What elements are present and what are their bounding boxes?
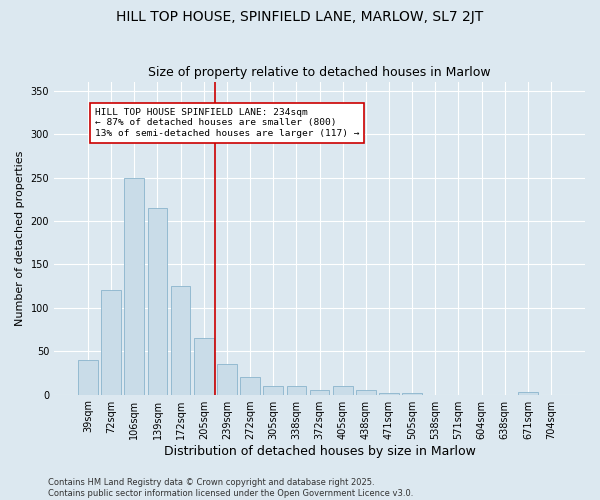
Bar [333, 386, 353, 394]
Bar [240, 377, 260, 394]
Bar [148, 208, 167, 394]
Text: Contains HM Land Registry data © Crown copyright and database right 2025.
Contai: Contains HM Land Registry data © Crown c… [48, 478, 413, 498]
Bar [263, 386, 283, 394]
Bar [310, 390, 329, 394]
Title: Size of property relative to detached houses in Marlow: Size of property relative to detached ho… [148, 66, 491, 80]
Bar [194, 338, 214, 394]
Bar [78, 360, 98, 394]
Bar [101, 290, 121, 395]
Bar [217, 364, 237, 394]
Bar [379, 393, 399, 394]
Bar [356, 390, 376, 394]
Text: HILL TOP HOUSE SPINFIELD LANE: 234sqm
← 87% of detached houses are smaller (800): HILL TOP HOUSE SPINFIELD LANE: 234sqm ← … [95, 108, 359, 138]
Bar [287, 386, 306, 394]
Bar [518, 392, 538, 394]
Bar [402, 393, 422, 394]
Text: HILL TOP HOUSE, SPINFIELD LANE, MARLOW, SL7 2JT: HILL TOP HOUSE, SPINFIELD LANE, MARLOW, … [116, 10, 484, 24]
Bar [124, 178, 144, 394]
Y-axis label: Number of detached properties: Number of detached properties [15, 150, 25, 326]
X-axis label: Distribution of detached houses by size in Marlow: Distribution of detached houses by size … [164, 444, 475, 458]
Bar [171, 286, 190, 395]
